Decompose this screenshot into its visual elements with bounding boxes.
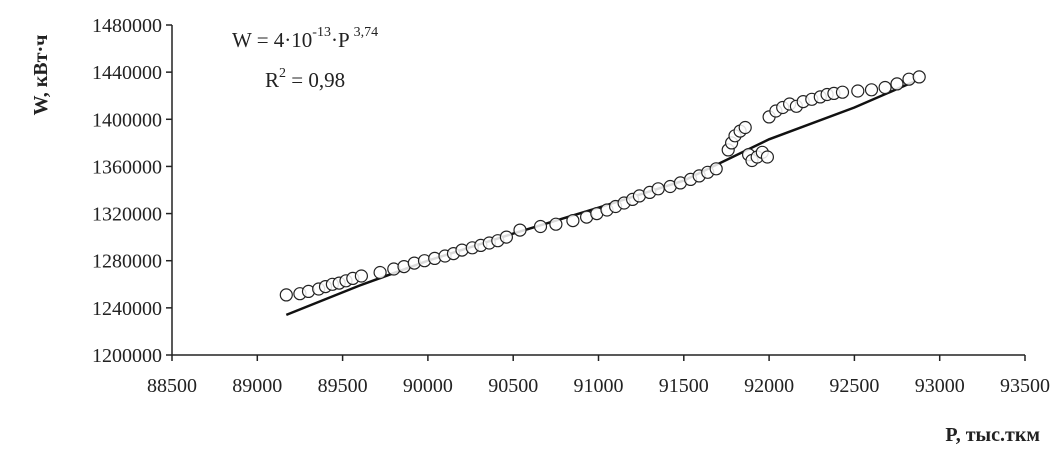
data-point bbox=[709, 162, 723, 176]
x-tick-label: 88500 bbox=[147, 375, 197, 397]
y-tick-label: 1320000 bbox=[92, 204, 162, 226]
data-point bbox=[890, 77, 904, 91]
data-point bbox=[912, 70, 926, 84]
data-point bbox=[513, 223, 527, 237]
data-point bbox=[878, 80, 892, 95]
x-tick-label: 90500 bbox=[488, 375, 538, 397]
regression-formula: W = 4·10-13·P 3,74 bbox=[232, 25, 378, 52]
data-point bbox=[651, 182, 665, 196]
x-tick-label: 91000 bbox=[574, 375, 624, 397]
y-tick-label: 1400000 bbox=[92, 109, 162, 131]
tick-labels: 1200000 1240000 1280000 1320000 1360000 14000… bbox=[92, 15, 1050, 397]
y-tick-label: 1240000 bbox=[92, 298, 162, 320]
x-tick-label: 89000 bbox=[232, 375, 282, 397]
data-point bbox=[566, 214, 580, 228]
y-tick-label: 1360000 bbox=[92, 156, 162, 178]
data-point bbox=[373, 265, 387, 280]
y-tick-label: 1440000 bbox=[92, 62, 162, 84]
x-tick-label: 92500 bbox=[829, 375, 879, 397]
data-point bbox=[851, 84, 865, 98]
data-point bbox=[354, 269, 368, 283]
data-point bbox=[760, 150, 775, 164]
data-point bbox=[549, 217, 563, 231]
y-axis-label: W, кВт·ч bbox=[30, 35, 52, 116]
axes bbox=[166, 24, 1026, 361]
data-point bbox=[499, 230, 513, 244]
x-tick-label: 89500 bbox=[318, 375, 368, 397]
x-tick-label: 92000 bbox=[744, 375, 794, 397]
y-tick-label: 1480000 bbox=[92, 15, 162, 37]
data-points bbox=[279, 70, 926, 302]
data-point bbox=[738, 120, 752, 135]
y-tick-label: 1200000 bbox=[92, 345, 162, 367]
x-tick-label: 93500 bbox=[1000, 375, 1050, 397]
y-tick-label: 1280000 bbox=[92, 251, 162, 273]
data-point bbox=[835, 85, 850, 99]
trendline bbox=[285, 80, 915, 317]
x-tick-label: 90000 bbox=[403, 375, 453, 397]
x-axis-label: P, тыс.ткм bbox=[945, 424, 1040, 446]
data-point bbox=[279, 288, 293, 302]
data-point bbox=[533, 219, 548, 234]
x-tick-label: 93000 bbox=[915, 375, 965, 397]
x-tick-label: 91500 bbox=[659, 375, 709, 397]
r-squared-label: R2 = 0,98 bbox=[265, 66, 345, 92]
data-point bbox=[864, 83, 879, 97]
